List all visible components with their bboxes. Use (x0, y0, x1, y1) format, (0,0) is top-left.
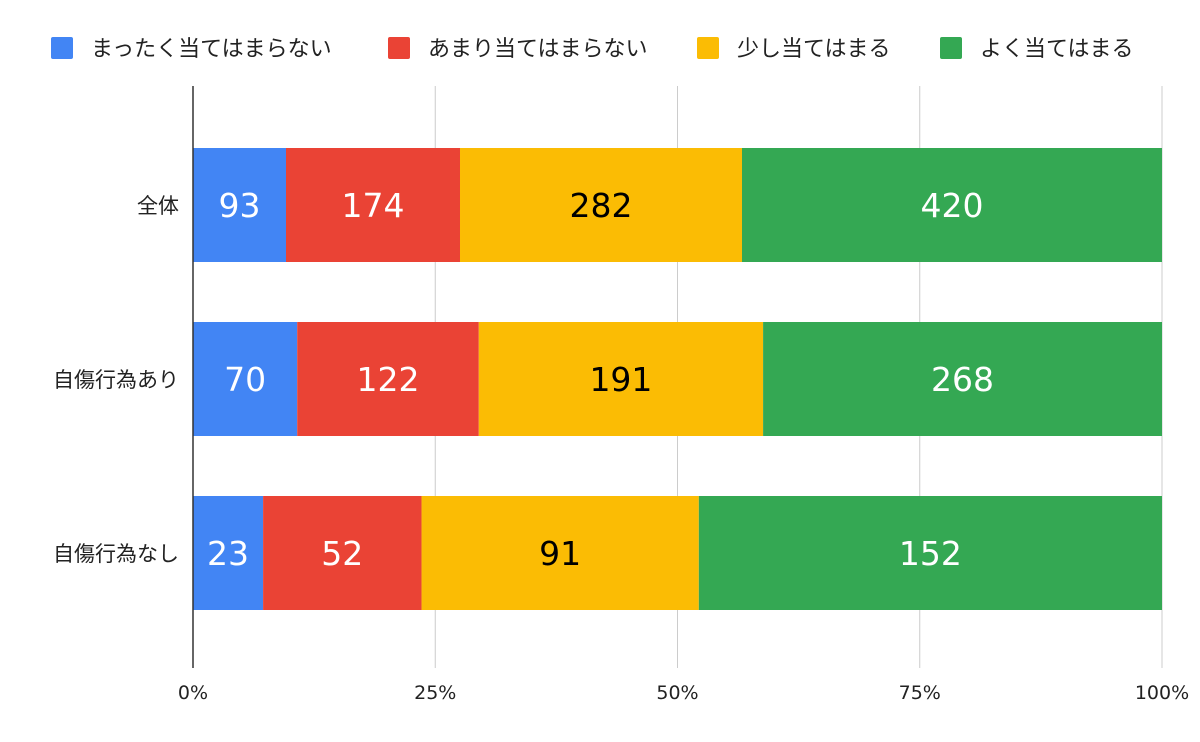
data-label: 70 (224, 360, 266, 399)
data-label: 152 (899, 534, 962, 573)
data-label: 420 (921, 186, 984, 225)
bar-segment (263, 496, 422, 610)
bar-segment (478, 322, 764, 436)
bar-segment (286, 148, 460, 262)
legend-swatch (388, 37, 410, 59)
legend-label: あまり当てはまらない (428, 37, 648, 62)
legend-item-2: あまり当てはまらない (388, 37, 648, 62)
legend: まったく当てはまらない あまり当てはまらない 少し当てはまる よく当てはまる (51, 37, 1134, 62)
x-tick-label: 50% (656, 682, 698, 704)
data-label: 191 (589, 360, 652, 399)
category-label: 自傷行為あり (53, 368, 179, 392)
data-label: 91 (539, 534, 581, 573)
legend-item-3: 少し当てはまる (697, 37, 891, 62)
legend-item-4: よく当てはまる (940, 37, 1134, 62)
bar-segment (742, 148, 1162, 262)
legend-swatch (940, 37, 962, 59)
legend-label: よく当てはまる (980, 37, 1134, 62)
bar-segment (193, 322, 298, 436)
data-label: 23 (207, 534, 249, 573)
bar-segment (297, 322, 479, 436)
category-label: 自傷行為なし (53, 542, 179, 566)
legend-swatch (51, 37, 73, 59)
bar-segment (193, 496, 264, 610)
x-tick-label: 75% (899, 682, 941, 704)
bar-row-3: 23 52 91 152 (193, 496, 1162, 610)
bar-segment (763, 322, 1162, 436)
bar-row-2: 70 122 191 268 (193, 322, 1162, 436)
data-label: 52 (321, 534, 363, 573)
x-axis-tick-labels: 0% 25% 50% 75% 100% (178, 682, 1189, 704)
bars: 93 174 282 420 70 122 191 268 23 52 91 152 (193, 148, 1162, 610)
bar-segment (193, 148, 286, 262)
legend-label: まったく当てはまらない (91, 37, 332, 62)
category-label: 全体 (137, 194, 179, 218)
data-label: 282 (570, 186, 633, 225)
data-label: 174 (342, 186, 405, 225)
legend-item-1: まったく当てはまらない (51, 37, 332, 62)
data-label: 93 (219, 186, 261, 225)
x-tick-label: 100% (1135, 682, 1189, 704)
bar-segment (421, 496, 699, 610)
bar-row-1: 93 174 282 420 (193, 148, 1162, 262)
legend-swatch (697, 37, 719, 59)
x-tick-label: 25% (414, 682, 456, 704)
data-label: 268 (931, 360, 994, 399)
data-label: 122 (356, 360, 419, 399)
legend-label: 少し当てはまる (737, 37, 891, 62)
x-tick-label: 0% (178, 682, 208, 704)
bar-segment (460, 148, 742, 262)
bar-segment (698, 496, 1162, 610)
